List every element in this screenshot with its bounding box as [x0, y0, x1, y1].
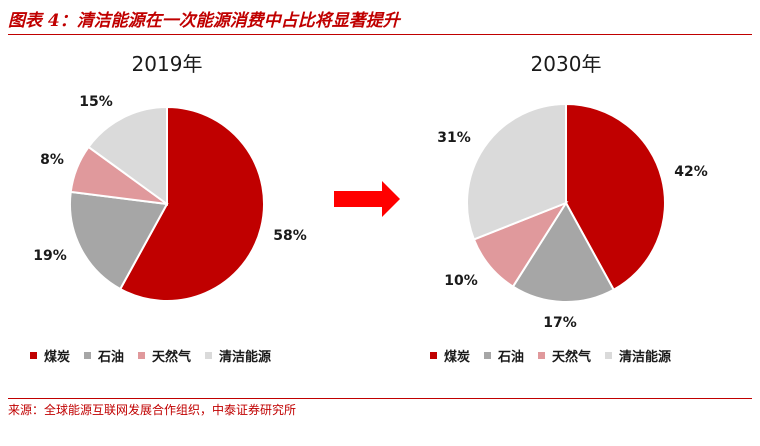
figure-title: 图表 4：清洁能源在一次能源消费中占比将显著提升 — [8, 11, 400, 31]
legend-label: 清洁能源 — [219, 350, 272, 365]
legend-swatch — [84, 352, 92, 359]
legend-label: 天然气 — [152, 350, 192, 365]
source-note: 来源：全球能源互联网发展合作组织，中泰证券研究所 — [8, 403, 297, 417]
legend-swatch — [430, 352, 437, 359]
pie-slice-煤炭 — [118, 105, 266, 302]
legend-2019: 煤炭 石油 天然气 清洁能源 — [30, 346, 271, 365]
legend-item-石油: 石油 — [484, 346, 524, 365]
pie-slice-清洁能源 — [87, 105, 168, 206]
data-label-石油: 17% — [543, 315, 577, 331]
legend-item-石油: 石油 — [84, 346, 124, 365]
legend-swatch — [605, 352, 613, 359]
pie-slice-煤炭 — [565, 102, 666, 292]
pie-title-2019: 2019年 — [131, 52, 203, 76]
data-label-煤炭: 42% — [674, 164, 708, 180]
legend-swatch — [30, 352, 37, 359]
pie-slice-清洁能源 — [466, 102, 567, 241]
legend-swatch — [138, 352, 146, 359]
legend-swatch — [538, 352, 546, 359]
pie-slice-石油 — [69, 190, 169, 291]
data-label-石油: 19% — [33, 248, 67, 264]
legend-label: 石油 — [498, 350, 525, 365]
legend-item-天然气: 天然气 — [538, 346, 591, 365]
pie-title-2030: 2030年 — [530, 52, 602, 76]
title-divider — [8, 34, 752, 35]
legend-label: 天然气 — [552, 350, 592, 365]
legend-item-煤炭: 煤炭 — [30, 346, 70, 365]
source-divider — [8, 398, 752, 399]
legend-label: 石油 — [98, 350, 125, 365]
legend-item-煤炭: 煤炭 — [430, 346, 470, 365]
pie-slice-石油 — [511, 201, 616, 303]
data-label-天然气: 10% — [444, 273, 478, 289]
pie-2030 — [466, 102, 666, 303]
legend-item-天然气: 天然气 — [138, 346, 191, 365]
data-label-清洁能源: 31% — [437, 130, 471, 146]
legend-item-清洁能源: 清洁能源 — [205, 346, 271, 365]
data-label-天然气: 8% — [40, 152, 64, 168]
legend-item-清洁能源: 清洁能源 — [605, 346, 671, 365]
data-label-煤炭: 58% — [273, 228, 307, 244]
legend-2030: 煤炭 石油 天然气 清洁能源 — [430, 346, 671, 365]
legend-label: 清洁能源 — [619, 350, 672, 365]
right-arrow-icon — [334, 181, 400, 217]
legend-swatch — [205, 352, 213, 359]
pie-2019 — [69, 105, 266, 302]
legend-label: 煤炭 — [44, 350, 71, 365]
legend-label: 煤炭 — [444, 350, 471, 365]
legend-swatch — [484, 352, 492, 359]
data-label-清洁能源: 15% — [79, 94, 113, 110]
